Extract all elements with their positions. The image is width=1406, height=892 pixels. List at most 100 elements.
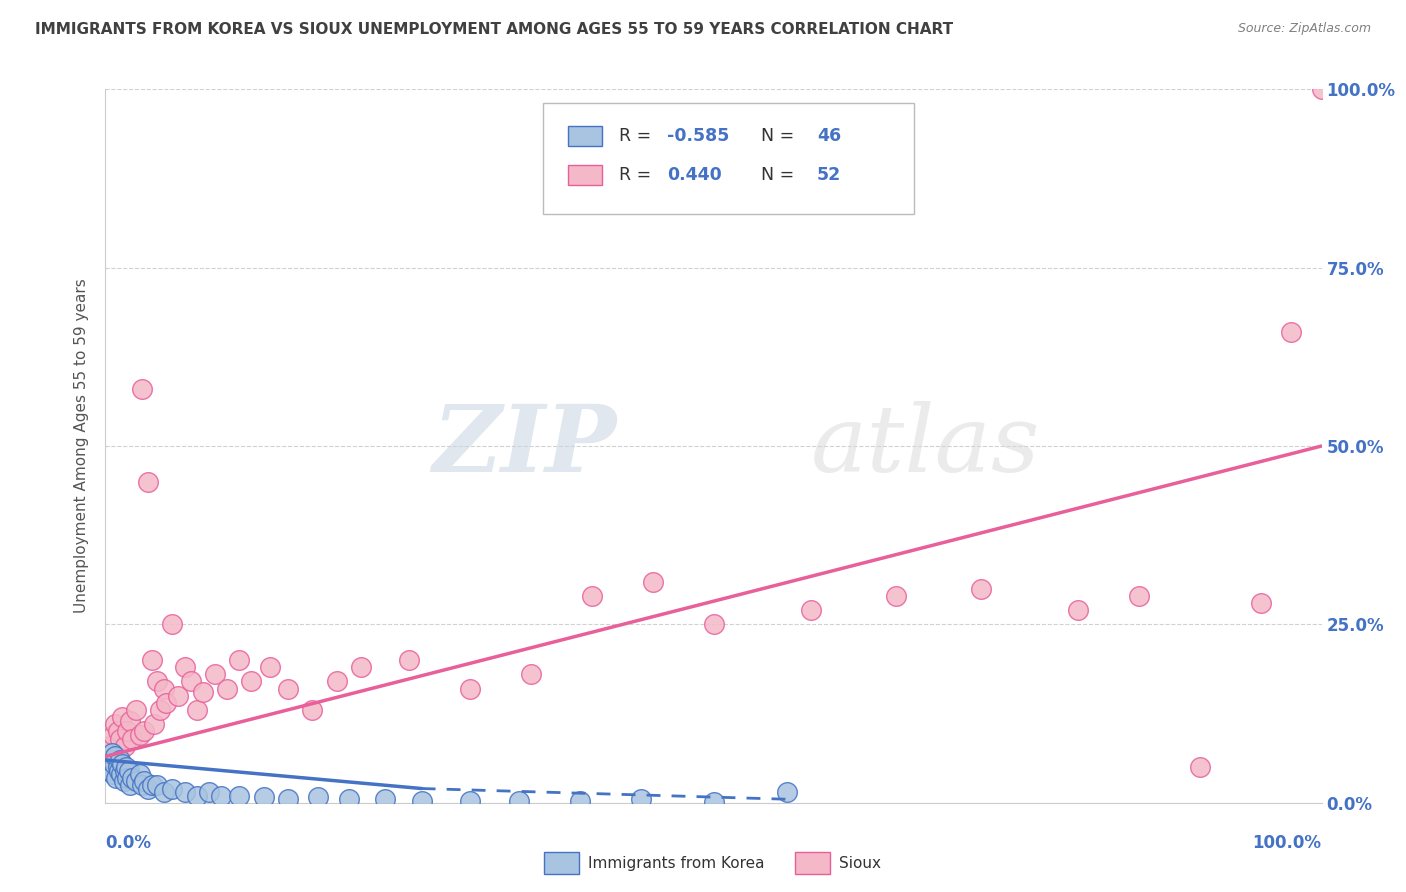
Text: ZIP: ZIP (432, 401, 616, 491)
Text: N =: N = (749, 166, 800, 184)
Point (775, 785, 797, 799)
Point (145, 778, 167, 792)
Point (277, 792, 299, 806)
Point (228, 653, 250, 667)
Point (141, 778, 163, 792)
Point (105, 771, 128, 785)
Point (252, 790, 274, 805)
Point (153, 785, 176, 799)
Point (162, 617, 184, 632)
Point (110, 767, 132, 781)
Bar (796, 852, 830, 874)
Point (641, 574, 664, 589)
Point (581, 589, 603, 603)
Point (1310, 82, 1333, 96)
Point (107, 724, 129, 739)
Point (884, 589, 907, 603)
Y-axis label: Unemployment Among Ages 55 to 59 years: Unemployment Among Ages 55 to 59 years (75, 278, 90, 614)
Point (114, 739, 136, 753)
Point (108, 764, 131, 778)
Point (136, 781, 159, 796)
Point (702, 617, 725, 632)
Point (1250, 596, 1272, 610)
Point (1128, 589, 1150, 603)
Point (121, 771, 143, 785)
Point (111, 756, 134, 771)
Point (141, 653, 163, 667)
Point (1189, 760, 1212, 774)
Point (117, 724, 139, 739)
Point (337, 792, 360, 806)
FancyBboxPatch shape (543, 103, 914, 214)
Point (630, 792, 652, 806)
Point (136, 475, 159, 489)
Point (458, 794, 481, 808)
Text: 100.0%: 100.0% (1253, 834, 1322, 852)
Point (112, 774, 135, 789)
Point (508, 794, 530, 808)
Text: Source: ZipAtlas.com: Source: ZipAtlas.com (1237, 22, 1371, 36)
Point (108, 731, 131, 746)
Point (101, 767, 124, 781)
Bar (568, 165, 602, 185)
Bar (568, 126, 602, 145)
Text: 0.0%: 0.0% (105, 834, 152, 852)
Point (162, 781, 184, 796)
Point (131, 778, 153, 792)
Point (97, 760, 120, 774)
Text: R =: R = (619, 166, 657, 184)
Text: 0.440: 0.440 (668, 166, 723, 184)
Point (111, 710, 134, 724)
Point (325, 674, 347, 689)
Point (411, 794, 433, 808)
Point (173, 660, 195, 674)
Text: atlas: atlas (811, 401, 1040, 491)
Point (115, 760, 138, 774)
Point (350, 660, 373, 674)
Point (97, 753, 120, 767)
Point (117, 764, 139, 778)
Point (167, 689, 190, 703)
Text: IMMIGRANTS FROM KOREA VS SIOUX UNEMPLOYMENT AMONG AGES 55 TO 59 YEARS CORRELATIO: IMMIGRANTS FROM KOREA VS SIOUX UNEMPLOYM… (35, 22, 953, 37)
Point (100, 746, 122, 760)
Point (104, 717, 127, 731)
Point (134, 724, 156, 739)
Point (98, 753, 121, 767)
Point (98, 739, 121, 753)
Point (117, 771, 139, 785)
Point (568, 794, 591, 808)
Point (128, 767, 150, 781)
Point (1279, 325, 1302, 339)
Point (1067, 603, 1090, 617)
Point (520, 667, 543, 681)
Point (209, 789, 232, 803)
Point (101, 728, 124, 742)
Point (107, 760, 129, 774)
Point (131, 382, 153, 396)
Point (108, 753, 131, 767)
Point (398, 653, 420, 667)
Point (307, 790, 329, 805)
Point (125, 703, 148, 717)
Point (143, 717, 166, 731)
Point (186, 789, 208, 803)
Point (155, 696, 177, 710)
Point (125, 774, 148, 789)
Point (104, 749, 127, 764)
Point (128, 728, 150, 742)
Point (121, 731, 143, 746)
Point (204, 667, 226, 681)
Point (458, 681, 481, 696)
Text: 46: 46 (817, 127, 841, 145)
Point (173, 785, 195, 799)
Point (118, 778, 141, 792)
Point (180, 674, 202, 689)
Text: -0.585: -0.585 (668, 127, 730, 145)
Point (134, 774, 156, 789)
Point (114, 764, 136, 778)
Point (240, 674, 263, 689)
Point (800, 603, 823, 617)
Point (970, 582, 993, 596)
Point (186, 703, 208, 717)
Point (374, 792, 396, 806)
